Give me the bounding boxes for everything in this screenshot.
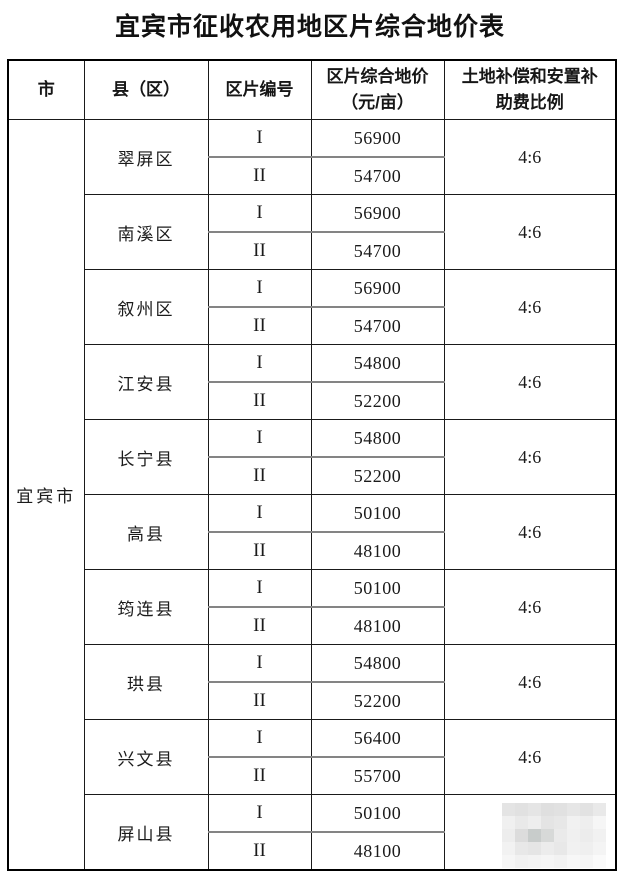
ratio-cell: 4:6 (443, 719, 617, 795)
ratio-cell: 4:6 (443, 494, 617, 570)
county-cell: 翠屏区 (83, 119, 209, 195)
table-row: II 52200 (8, 456, 616, 495)
price-cell: 52200 (310, 681, 445, 720)
table-row: 长宁县 I 54800 4:6 (8, 419, 617, 495)
price-cell: 54800 (310, 644, 445, 683)
zone-cell: I (207, 194, 312, 233)
zone-cell: II (207, 456, 312, 495)
table-row: 珙县 I 54800 4:6 (8, 644, 617, 720)
zone-cell: II (207, 381, 312, 420)
table-row: II 48100 (8, 531, 616, 570)
zone-cell: I (207, 794, 312, 833)
zone-cell: II (207, 231, 312, 270)
county-cell: 南溪区 (83, 194, 209, 270)
ratio-cell: 4:6 (443, 644, 617, 720)
ratio-cell: 4:6 (443, 119, 617, 195)
zone-cell: II (207, 156, 312, 195)
table-row: 江安县 I 54800 4:6 (8, 344, 617, 420)
table-row: 叙州区 I 56900 4:6 (8, 269, 617, 345)
zone-cell: I (207, 494, 312, 533)
county-cell: 叙州区 (83, 269, 209, 345)
zone-cell: I (207, 419, 312, 458)
price-cell: 54800 (310, 419, 445, 458)
ratio-cell: 4:6 (443, 269, 617, 345)
price-cell: 56900 (310, 119, 445, 158)
table-row: II 54700 (8, 306, 616, 345)
column-header-zone: 区片编号 (207, 59, 312, 120)
ratio-cell: 4:6 (443, 344, 617, 420)
price-cell: 54700 (310, 156, 445, 195)
zone-cell: II (207, 831, 312, 871)
page-title: 宜宾市征收农用地区片综合地价表 (114, 14, 505, 41)
price-cell: 48100 (310, 831, 445, 871)
city-cell: 宜宾市 (7, 119, 85, 871)
price-cell: 48100 (310, 531, 445, 570)
ratio-cell: 4:6 (443, 194, 617, 270)
blurred-watermark (502, 803, 606, 868)
zone-cell: II (207, 681, 312, 720)
price-cell: 56400 (310, 719, 445, 758)
page: { "title": "宜宾市征收农用地区片综合地价表", "table": {… (0, 7, 620, 871)
table-row: 高县 I 50100 4:6 (8, 494, 617, 570)
county-cell: 筠连县 (83, 569, 209, 645)
zone-cell: II (207, 606, 312, 645)
price-cell: 54700 (310, 306, 445, 345)
price-cell: 54700 (310, 231, 445, 270)
table-row: II 48100 (8, 606, 616, 645)
county-cell: 兴文县 (83, 719, 209, 795)
zone-cell: I (207, 269, 312, 308)
ratio-cell: 4:6 (443, 419, 617, 495)
table-row: II 54700 (8, 231, 616, 270)
table-row: II 52200 (8, 381, 616, 420)
land-price-table: 市 县（区） 区片编号 区片综合地价 （元/亩） 土地补偿和安置补 助费比例 宜… (7, 59, 617, 871)
county-cell: 珙县 (83, 644, 209, 720)
ratio-cell: 4:6 (443, 569, 617, 645)
price-cell: 55700 (310, 756, 445, 795)
price-cell: 50100 (310, 569, 445, 608)
zone-cell: I (207, 119, 312, 158)
column-header-price: 区片综合地价 （元/亩） (310, 59, 445, 120)
table-row: 筠连县 I 50100 4:6 (8, 569, 617, 645)
price-cell: 54800 (310, 344, 445, 383)
price-cell: 52200 (310, 381, 445, 420)
zone-cell: I (207, 344, 312, 383)
column-header-county: 县（区） (83, 59, 209, 120)
price-cell: 50100 (310, 794, 445, 833)
table-row: II 54700 (8, 156, 616, 195)
zone-cell: I (207, 719, 312, 758)
county-cell: 长宁县 (83, 419, 209, 495)
table-row: 宜宾市 翠屏区 I 56900 4:6 (7, 119, 617, 871)
column-header-ratio: 土地补偿和安置补 助费比例 (443, 59, 617, 120)
table-row: II 52200 (8, 681, 616, 720)
price-cell: 52200 (310, 456, 445, 495)
table-row: II 55700 (8, 756, 616, 795)
header-row: 市 县（区） 区片编号 区片综合地价 （元/亩） 土地补偿和安置补 助费比例 (7, 59, 617, 120)
column-header-city: 市 (7, 59, 85, 120)
zone-cell: II (207, 306, 312, 345)
table-row: 南溪区 I 56900 4:6 (8, 194, 617, 270)
zone-cell: I (207, 644, 312, 683)
county-cell: 高县 (83, 494, 209, 570)
zone-cell: II (207, 531, 312, 570)
table-row: 兴文县 I 56400 4:6 (8, 719, 617, 795)
county-cell: 江安县 (83, 344, 209, 420)
zone-cell: II (207, 756, 312, 795)
price-cell: 56900 (310, 194, 445, 233)
zone-cell: I (207, 569, 312, 608)
price-cell: 50100 (310, 494, 445, 533)
price-cell: 48100 (310, 606, 445, 645)
price-cell: 56900 (310, 269, 445, 308)
table-row: 屏山县 I 50100 (8, 794, 617, 871)
